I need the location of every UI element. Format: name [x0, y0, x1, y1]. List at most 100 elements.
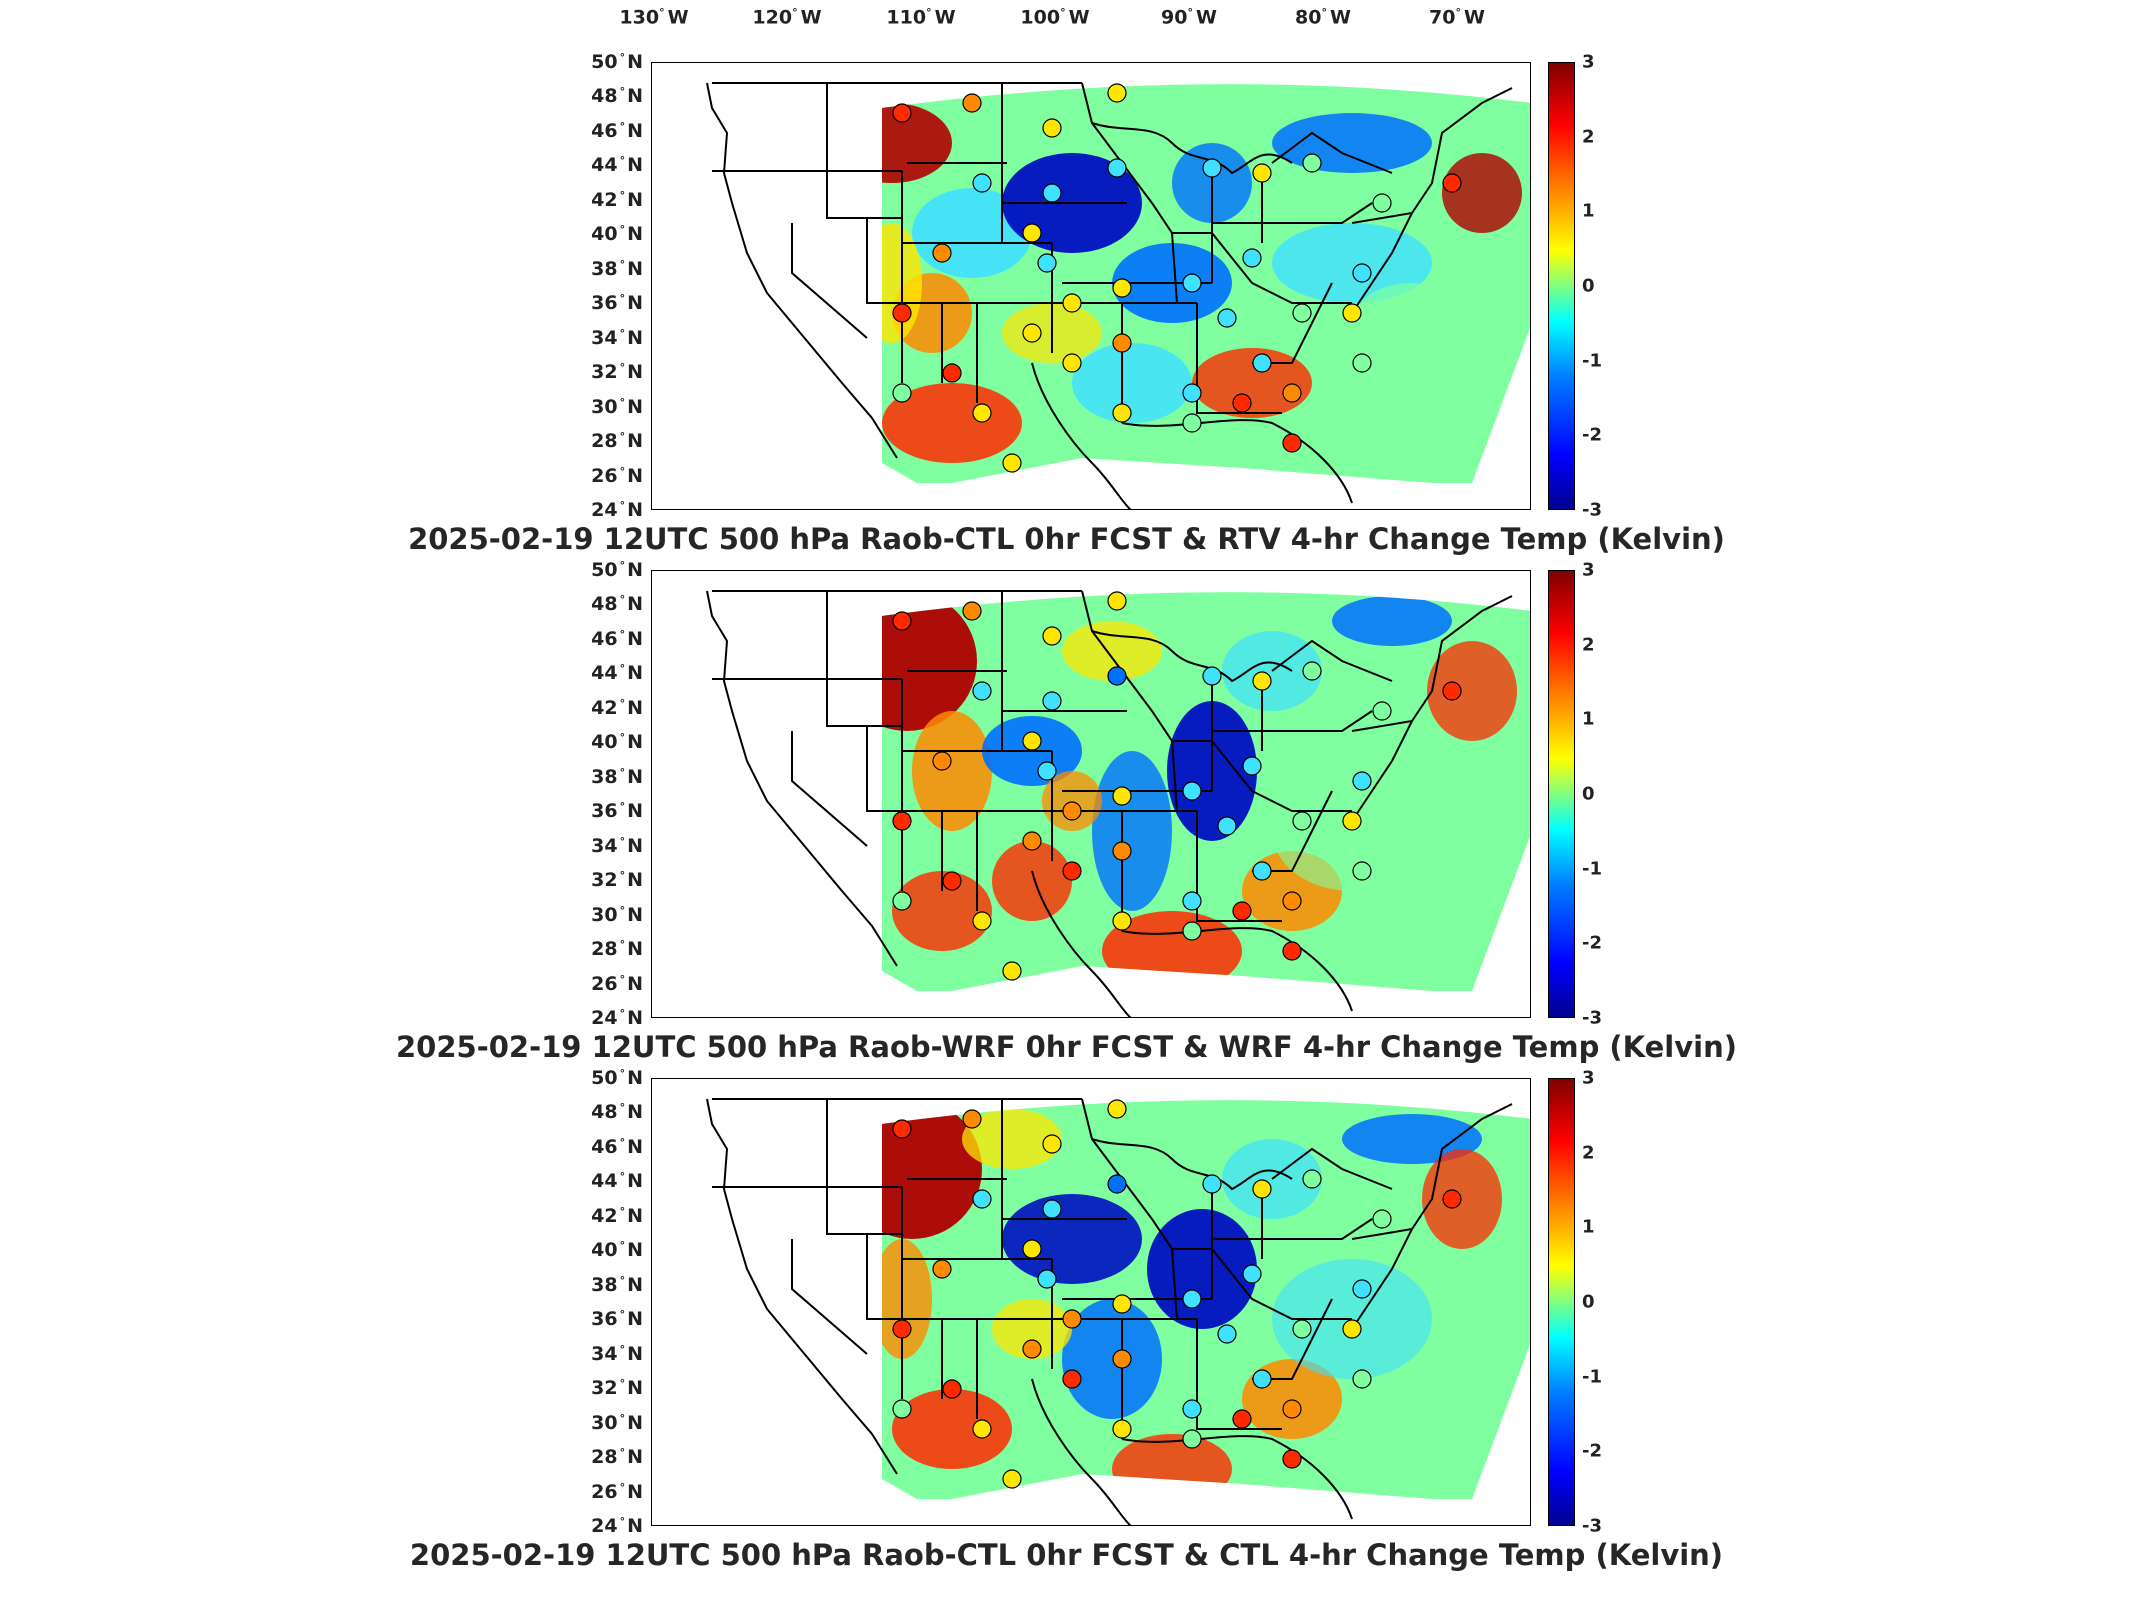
raob-station	[1182, 781, 1202, 801]
panel-title: 2025-02-19 12UTC 500 hPa Raob-WRF 0hr FC…	[395, 1030, 1737, 1064]
lat-label: 28 ° N	[591, 937, 643, 961]
raob-station	[1182, 413, 1202, 433]
field-region	[992, 841, 1072, 921]
raob-station	[892, 1319, 912, 1339]
lon-label: 100° W	[1020, 6, 1090, 29]
field-region	[1042, 771, 1102, 831]
raob-station	[972, 1419, 992, 1439]
colorbar-tick-label: -2	[1582, 424, 1602, 446]
raob-station	[892, 811, 912, 831]
colorbar-tick-label: -3	[1582, 499, 1602, 521]
raob-station	[1112, 841, 1132, 861]
colorbar-tick-label: 0	[1582, 275, 1595, 297]
lat-label: 38 ° N	[591, 257, 643, 280]
lat-label: 24 ° N	[591, 498, 643, 522]
field-region	[1147, 1209, 1257, 1329]
raob-station	[1282, 1449, 1302, 1469]
raob-station	[1442, 681, 1462, 701]
lat-label: 40 ° N	[591, 223, 643, 246]
colorbar-tick-label: 2	[1582, 1142, 1595, 1164]
raob-station-markers	[892, 591, 1462, 981]
map-plot-area[interactable]	[651, 570, 1531, 1018]
field-region	[882, 1100, 982, 1239]
field-region	[1062, 621, 1162, 681]
raob-station	[892, 1399, 912, 1419]
colorbar-tick-label: -3	[1582, 1007, 1602, 1029]
field-region	[1272, 113, 1432, 173]
raob-station	[1112, 278, 1132, 298]
raob-station	[892, 891, 912, 911]
colorbar-tick-label: 1	[1582, 708, 1595, 730]
raob-station	[1342, 303, 1362, 323]
lat-label: 26 ° N	[591, 464, 643, 487]
raob-station	[1352, 1369, 1372, 1389]
colorbar-tick-label: -2	[1582, 1440, 1602, 1462]
raob-station	[1352, 1279, 1372, 1299]
lat-label: 42 ° N	[591, 188, 643, 212]
map-plot-area[interactable]	[651, 62, 1531, 510]
raob-station	[962, 601, 982, 621]
raob-station	[892, 103, 912, 123]
raob-station	[1352, 353, 1372, 373]
lat-label: 38 ° N	[591, 765, 643, 788]
colorbar-tick-label: -3	[1582, 1515, 1602, 1537]
raob-station	[1022, 731, 1042, 751]
raob-station	[932, 243, 952, 263]
raob-station	[1232, 1409, 1252, 1429]
raob-station	[892, 303, 912, 323]
raob-station	[1202, 1174, 1222, 1194]
lat-label: 28 ° N	[591, 1445, 643, 1469]
raob-station	[972, 911, 992, 931]
raob-station	[1107, 591, 1127, 611]
raob-station	[1062, 1309, 1082, 1329]
raob-station	[1112, 786, 1132, 806]
field-region	[882, 383, 1022, 463]
raob-station	[972, 681, 992, 701]
field-region	[1272, 223, 1432, 303]
raob-station	[1302, 153, 1322, 173]
raob-station	[942, 1379, 962, 1399]
lat-label: 30 ° N	[591, 395, 643, 418]
map-svg	[706, 1098, 1530, 1525]
lat-label: 26 ° N	[591, 972, 643, 995]
raob-station	[1182, 891, 1202, 911]
raob-station	[1282, 383, 1302, 403]
lat-label: 30 ° N	[591, 903, 643, 926]
raob-station	[1232, 393, 1252, 413]
lat-label: 38 ° N	[591, 1273, 643, 1296]
raob-station	[1037, 761, 1057, 781]
raob-station	[1112, 1419, 1132, 1439]
lat-label: 50 ° N	[591, 1066, 643, 1090]
raob-station	[1442, 1189, 1462, 1209]
colorbar-tick-label: 2	[1582, 126, 1595, 148]
map-plot-area[interactable]	[651, 1078, 1531, 1526]
map-svg	[706, 590, 1530, 1017]
raob-station	[1202, 666, 1222, 686]
colorbar-tick-label: 1	[1582, 200, 1595, 222]
raob-station	[1372, 193, 1392, 213]
raob-station	[1352, 771, 1372, 791]
raob-station	[1022, 323, 1042, 343]
raob-station	[972, 403, 992, 423]
colorbar-tick-label: 3	[1582, 51, 1595, 73]
field-region	[1002, 1194, 1142, 1284]
raob-station	[1182, 383, 1202, 403]
raob-station	[1217, 816, 1237, 836]
raob-station	[1292, 1319, 1312, 1339]
lat-label: 34 ° N	[591, 326, 643, 349]
lat-label: 50 ° N	[591, 558, 643, 582]
lat-label: 44 ° N	[591, 154, 643, 177]
lat-label: 48 ° N	[591, 593, 643, 616]
raob-station	[1042, 1199, 1062, 1219]
raob-station	[1182, 921, 1202, 941]
raob-station	[1062, 861, 1082, 881]
temperature-change-field	[882, 103, 1522, 463]
raob-station	[972, 173, 992, 193]
raob-station	[1202, 158, 1222, 178]
lat-label: 46 ° N	[591, 1135, 643, 1159]
raob-station	[1112, 403, 1132, 423]
lat-label: 28 ° N	[591, 429, 643, 453]
raob-station	[962, 93, 982, 113]
lat-label: 24 ° N	[591, 1514, 643, 1538]
lat-label: 36 ° N	[591, 292, 643, 315]
